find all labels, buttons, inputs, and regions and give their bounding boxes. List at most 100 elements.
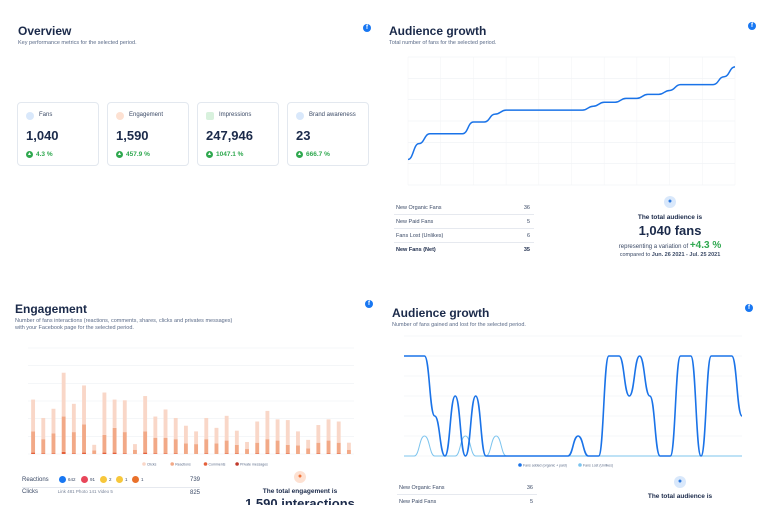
clicks-total: 825 bbox=[190, 490, 201, 496]
engagement-icon bbox=[116, 112, 124, 120]
compare-line: compared to Jun. 26 2021 - Jul. 25 2021 bbox=[619, 252, 721, 258]
audience-growth-subtitle: Total number of fans for the selected pe… bbox=[389, 40, 497, 46]
kpi-label: Impressions bbox=[219, 112, 252, 118]
legend-label: Fans added (organic + paid) bbox=[523, 464, 567, 468]
legend-swatch bbox=[142, 462, 146, 466]
kpi-trend: 1047.1 % bbox=[216, 150, 244, 158]
overview-subtitle: Key performance metrics for the selected… bbox=[18, 40, 137, 46]
bar-comments bbox=[204, 453, 209, 454]
kpi-card-brand-awareness[interactable]: Brand awareness 23 ▲ 666.7 % bbox=[287, 102, 369, 166]
bar-comments bbox=[61, 451, 66, 454]
legend-swatch bbox=[203, 462, 208, 466]
series-line-fans-lost bbox=[404, 435, 742, 457]
audience-stats-table: New Organic Fans 36 New Paid Fans 5 Fans L… bbox=[394, 202, 534, 262]
bar-comments bbox=[122, 453, 127, 454]
bar-reactions bbox=[183, 443, 188, 454]
bar-reactions bbox=[326, 440, 331, 454]
engagement-subtitle: Number of fans interactions (reactions, … bbox=[15, 318, 233, 332]
bar-reactions bbox=[255, 442, 260, 454]
audience-growth-gain-loss-panel: Audience growth Number of fans gained an… bbox=[380, 280, 759, 505]
facebook-icon: f bbox=[365, 300, 373, 308]
trend-up-icon: ▲ bbox=[116, 151, 123, 158]
bar-reactions bbox=[214, 443, 219, 454]
kpi-value: 1,590 bbox=[116, 128, 149, 143]
legend-label: Fans Lost (Unlikes) bbox=[583, 464, 613, 468]
fans-icon: ● bbox=[664, 196, 676, 208]
bar-reactions bbox=[41, 439, 46, 454]
kpi-card-engagement[interactable]: Engagement 1,590 ▲ 457.9 % bbox=[107, 102, 189, 166]
bar-clicks bbox=[326, 419, 331, 441]
bar-clicks bbox=[92, 444, 97, 451]
kpi-card-impressions[interactable]: Impressions 247,946 ▲ 1047.1 % bbox=[197, 102, 279, 166]
facebook-icon: f bbox=[748, 22, 756, 30]
kpi-card-fans[interactable]: Fans 1,040 ▲ 4.3 % bbox=[17, 102, 99, 166]
bar-reactions bbox=[51, 433, 56, 454]
bar-clicks bbox=[346, 442, 351, 450]
clicks-row: Clicks Link 481 Photo 141 Video 5 bbox=[22, 489, 113, 495]
audience-summary: ● The total audience is 1,040 fans repre… bbox=[600, 196, 740, 258]
stat-row: New Organic Fans 36 bbox=[394, 202, 534, 215]
audience-growth-chart bbox=[407, 56, 736, 186]
bar-comments bbox=[173, 453, 178, 454]
bar-clicks bbox=[153, 416, 158, 438]
legend-swatch bbox=[235, 462, 239, 466]
bar-comments bbox=[275, 453, 280, 454]
bar-clicks bbox=[41, 417, 46, 440]
bar-comments bbox=[163, 453, 168, 454]
bar-clicks bbox=[183, 425, 188, 444]
wow-icon bbox=[100, 476, 107, 483]
bar-clicks bbox=[133, 444, 137, 450]
overview-title: Overview bbox=[18, 24, 72, 38]
gain-loss-chart: Fans added (organic + paid) Fans Lost (Un… bbox=[403, 335, 743, 468]
bar-clicks bbox=[296, 431, 300, 446]
legend-label: Comments bbox=[209, 463, 226, 467]
bar-reactions bbox=[336, 442, 341, 454]
bar-comments bbox=[143, 452, 148, 454]
legend-swatch bbox=[578, 463, 582, 467]
bar-comments bbox=[71, 453, 76, 454]
love-icon bbox=[81, 476, 88, 483]
bar-clicks bbox=[336, 421, 341, 443]
divider bbox=[22, 487, 200, 488]
bar-clicks bbox=[112, 399, 117, 428]
kpi-trend: 666.7 % bbox=[306, 150, 330, 158]
bar-comments bbox=[265, 453, 270, 454]
bar-comments bbox=[336, 453, 341, 454]
bar-comments bbox=[326, 453, 331, 454]
bar-clicks bbox=[31, 399, 36, 432]
bar-clicks bbox=[224, 415, 229, 441]
haha-icon bbox=[116, 476, 123, 483]
bar-clicks bbox=[255, 421, 260, 443]
bar-reactions bbox=[31, 431, 36, 453]
reactions-row: Reactions 642 91 2 1 1 bbox=[22, 476, 144, 483]
bar-reactions bbox=[204, 439, 209, 454]
kpi-value: 247,946 bbox=[206, 128, 253, 143]
bar-clicks bbox=[245, 441, 249, 450]
engagement-summary: ● The total engagement is 1,590 interact… bbox=[230, 471, 370, 505]
reactions-total: 739 bbox=[190, 477, 201, 483]
kpi-value: 23 bbox=[296, 128, 311, 143]
stat-row: New Paid Fans 5 bbox=[394, 216, 534, 229]
megaphone-icon bbox=[296, 112, 304, 120]
engagement-chart: Clicks Reactions Comments Private messages bbox=[28, 347, 354, 467]
bar-clicks bbox=[316, 425, 321, 443]
stat-row: New Organic Fans 36 bbox=[397, 482, 537, 495]
angry-icon bbox=[132, 476, 139, 483]
bar-reactions bbox=[102, 434, 107, 453]
bar-reactions bbox=[133, 449, 137, 454]
bar-clicks bbox=[275, 419, 280, 441]
facebook-icon: f bbox=[363, 24, 371, 32]
bar-clicks bbox=[102, 392, 107, 435]
bar-clicks bbox=[71, 403, 76, 433]
bar-comments bbox=[224, 453, 229, 454]
bar-reactions bbox=[194, 444, 199, 454]
bar-reactions bbox=[316, 442, 321, 454]
bar-clicks bbox=[173, 417, 178, 440]
kpi-label: Brand awareness bbox=[309, 112, 356, 118]
bar-clicks bbox=[163, 409, 168, 438]
stat-row-total: New Fans (Net) 35 bbox=[396, 247, 530, 253]
bar-comments bbox=[31, 452, 36, 454]
bar-comments bbox=[41, 453, 46, 454]
bar-comments bbox=[234, 453, 239, 454]
kpi-value: 1,040 bbox=[26, 128, 59, 143]
